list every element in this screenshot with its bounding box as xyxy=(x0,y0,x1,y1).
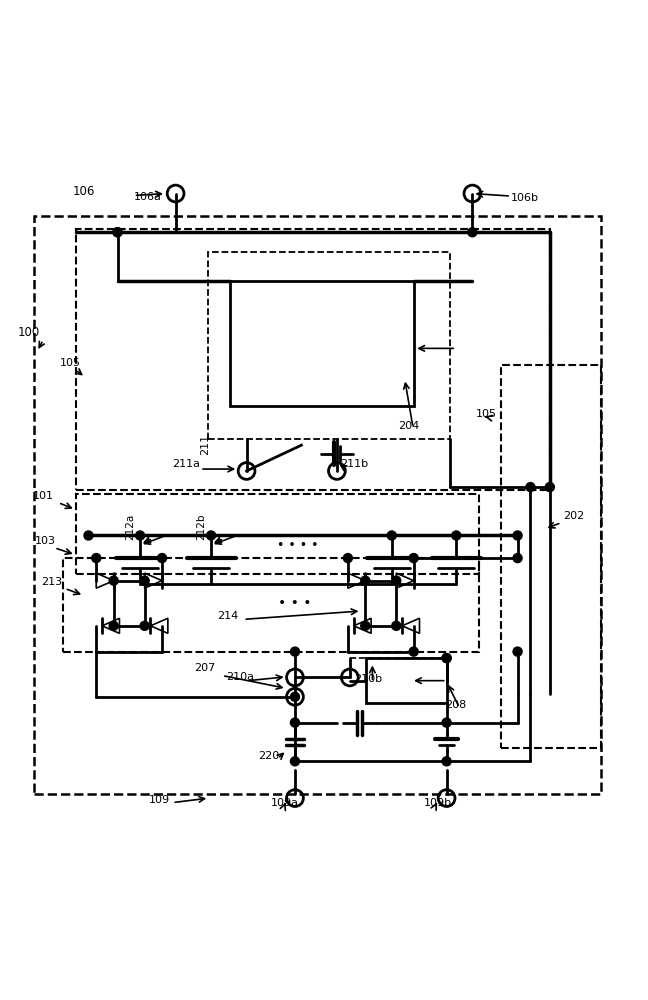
Circle shape xyxy=(343,554,353,563)
Text: 109b: 109b xyxy=(424,798,452,808)
Circle shape xyxy=(113,228,122,237)
Circle shape xyxy=(388,531,397,540)
Circle shape xyxy=(140,621,149,630)
Text: 101: 101 xyxy=(32,491,53,501)
Circle shape xyxy=(546,483,554,492)
Circle shape xyxy=(135,531,145,540)
Bar xyxy=(231,281,414,406)
Text: 210b: 210b xyxy=(354,674,382,684)
Bar xyxy=(208,252,450,439)
Circle shape xyxy=(513,554,522,563)
Text: 100: 100 xyxy=(17,326,40,339)
Circle shape xyxy=(526,483,535,492)
Circle shape xyxy=(290,757,299,766)
Text: 211b: 211b xyxy=(340,459,368,469)
Circle shape xyxy=(452,531,461,540)
Circle shape xyxy=(140,576,149,585)
Text: 220: 220 xyxy=(258,751,279,761)
Circle shape xyxy=(113,228,122,237)
Bar xyxy=(63,558,479,652)
Circle shape xyxy=(109,576,118,585)
Circle shape xyxy=(290,692,299,701)
Circle shape xyxy=(157,554,167,563)
Text: 204: 204 xyxy=(399,421,419,431)
Text: 103: 103 xyxy=(35,536,56,546)
Circle shape xyxy=(392,576,400,585)
Circle shape xyxy=(513,647,522,656)
Bar xyxy=(76,494,479,574)
Circle shape xyxy=(84,531,93,540)
Circle shape xyxy=(361,621,370,630)
Circle shape xyxy=(468,228,477,237)
Text: 105: 105 xyxy=(60,358,80,368)
Text: • • •: • • • xyxy=(278,596,312,610)
Text: 211: 211 xyxy=(200,434,210,455)
Circle shape xyxy=(442,757,451,766)
Bar xyxy=(34,216,601,794)
Text: 207: 207 xyxy=(194,663,215,673)
Circle shape xyxy=(442,718,451,727)
Circle shape xyxy=(361,576,370,585)
Text: 214: 214 xyxy=(218,611,239,621)
Text: 210a: 210a xyxy=(226,672,254,682)
Text: 106b: 106b xyxy=(511,193,539,203)
Bar xyxy=(76,229,550,490)
Circle shape xyxy=(109,621,118,630)
Text: 109: 109 xyxy=(148,795,170,805)
Circle shape xyxy=(409,554,418,563)
Text: 208: 208 xyxy=(445,700,467,710)
Circle shape xyxy=(290,718,299,727)
Circle shape xyxy=(290,647,299,656)
Circle shape xyxy=(392,621,400,630)
Circle shape xyxy=(409,647,418,656)
Circle shape xyxy=(92,554,100,563)
Text: 212a: 212a xyxy=(125,514,135,540)
Circle shape xyxy=(442,654,451,663)
Text: 109a: 109a xyxy=(271,798,299,808)
Circle shape xyxy=(442,654,451,663)
Text: 105: 105 xyxy=(476,409,496,419)
Circle shape xyxy=(207,531,216,540)
Text: 212b: 212b xyxy=(196,514,206,540)
Text: 202: 202 xyxy=(562,511,584,521)
Text: 213: 213 xyxy=(41,577,62,587)
Circle shape xyxy=(513,531,522,540)
Text: 106a: 106a xyxy=(133,192,161,202)
Bar xyxy=(502,365,601,748)
Bar xyxy=(366,658,446,703)
Text: 106: 106 xyxy=(73,185,95,198)
Text: 211a: 211a xyxy=(172,459,200,469)
Text: • • • •: • • • • xyxy=(277,539,319,552)
